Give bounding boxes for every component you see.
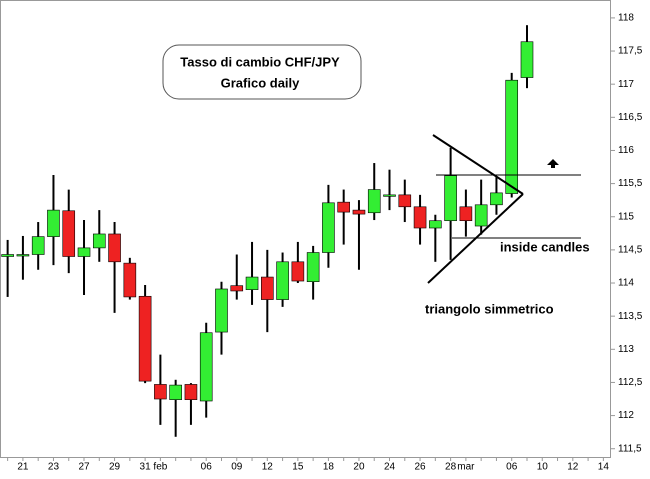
candle-body (1, 254, 14, 257)
candle-body (352, 209, 366, 215)
x-tick-label: 14 (598, 462, 610, 473)
candle-body (31, 236, 45, 255)
title-box (162, 44, 362, 100)
candle-body (367, 189, 381, 214)
x-tick-label: 15 (292, 462, 304, 473)
candle-body (490, 192, 503, 206)
x-tick-label: 12 (262, 462, 274, 473)
x-tick-label: 10 (537, 462, 549, 473)
candle-body (306, 252, 320, 282)
arrow-up (547, 159, 559, 168)
y-tick-label: 112 (618, 410, 634, 421)
marks-layer (1, 25, 534, 437)
candle-body (184, 384, 198, 400)
candle-body (276, 261, 289, 300)
y-tick-label: 117,5 (618, 46, 643, 57)
y-tick-label: 116,5 (618, 112, 643, 123)
candle-body (138, 295, 152, 382)
candle-body (245, 276, 259, 290)
candle-body (77, 247, 91, 257)
x-tick-label: 06 (506, 462, 518, 473)
chart-title: Tasso di cambio CHF/JPY (180, 54, 340, 69)
candle-body (474, 204, 488, 227)
candle-body (62, 210, 76, 257)
y-tick-label: 114,5 (618, 245, 643, 256)
candle-body (459, 206, 473, 222)
candle-body (413, 206, 427, 229)
candle-body (505, 79, 519, 194)
y-tick-label: 113,5 (618, 311, 643, 322)
candle-body (215, 288, 228, 333)
candle-body (383, 194, 396, 197)
y-tick-label: 118 (618, 13, 634, 24)
x-tick-label: mar (457, 462, 475, 473)
chart-subtitle: Grafico daily (221, 75, 301, 90)
candle-body (16, 254, 30, 257)
x-tick-label: 31 (140, 462, 152, 473)
x-tick-label: 20 (353, 462, 365, 473)
candle-body (398, 194, 412, 208)
x-tick-label: 23 (48, 462, 60, 473)
candle-body (230, 285, 244, 292)
candle-body (429, 220, 442, 229)
y-tick-label: 116 (618, 145, 634, 156)
x-tick-label: 27 (78, 462, 90, 473)
x-tick-label: 26 (415, 462, 427, 473)
y-tick-label: 115,5 (618, 178, 643, 189)
candle-body (154, 384, 167, 400)
candle-body (322, 202, 335, 253)
x-tick-label: 09 (231, 462, 243, 473)
annotation: inside candles (500, 239, 590, 254)
y-tick-label: 114 (618, 278, 634, 289)
candle-body (108, 233, 121, 263)
y-tick-label: 111,5 (618, 443, 642, 454)
x-tick-label: 29 (109, 462, 121, 473)
candle-body (123, 262, 137, 298)
triangle-line (432, 134, 524, 195)
x-tick-label: 28 (445, 462, 457, 473)
x-tick-label: 06 (201, 462, 213, 473)
candle-body (199, 332, 213, 402)
candle-body (92, 233, 106, 249)
x-tick-label: 12 (567, 462, 579, 473)
candle-body (47, 209, 60, 237)
annotation: triangolo simmetrico (425, 301, 554, 316)
x-tick-label: 18 (323, 462, 335, 473)
y-tick-label: 115 (618, 211, 634, 222)
x-tick-label: 21 (17, 462, 29, 473)
annotations-layer: Tasso di cambio CHF/JPY Grafico daily in… (162, 44, 590, 316)
y-tick-label: 117 (618, 79, 634, 90)
x-tick-label: feb (153, 462, 167, 473)
y-tick-label: 112,5 (618, 377, 643, 388)
candle-body (291, 261, 305, 282)
y-tick-label: 113 (618, 344, 634, 355)
candle-body (169, 384, 182, 400)
x-tick-label: 24 (384, 462, 396, 473)
candle-body (261, 276, 274, 300)
candle-body (337, 201, 350, 213)
candle-body (520, 41, 534, 78)
candle-body (444, 175, 457, 222)
